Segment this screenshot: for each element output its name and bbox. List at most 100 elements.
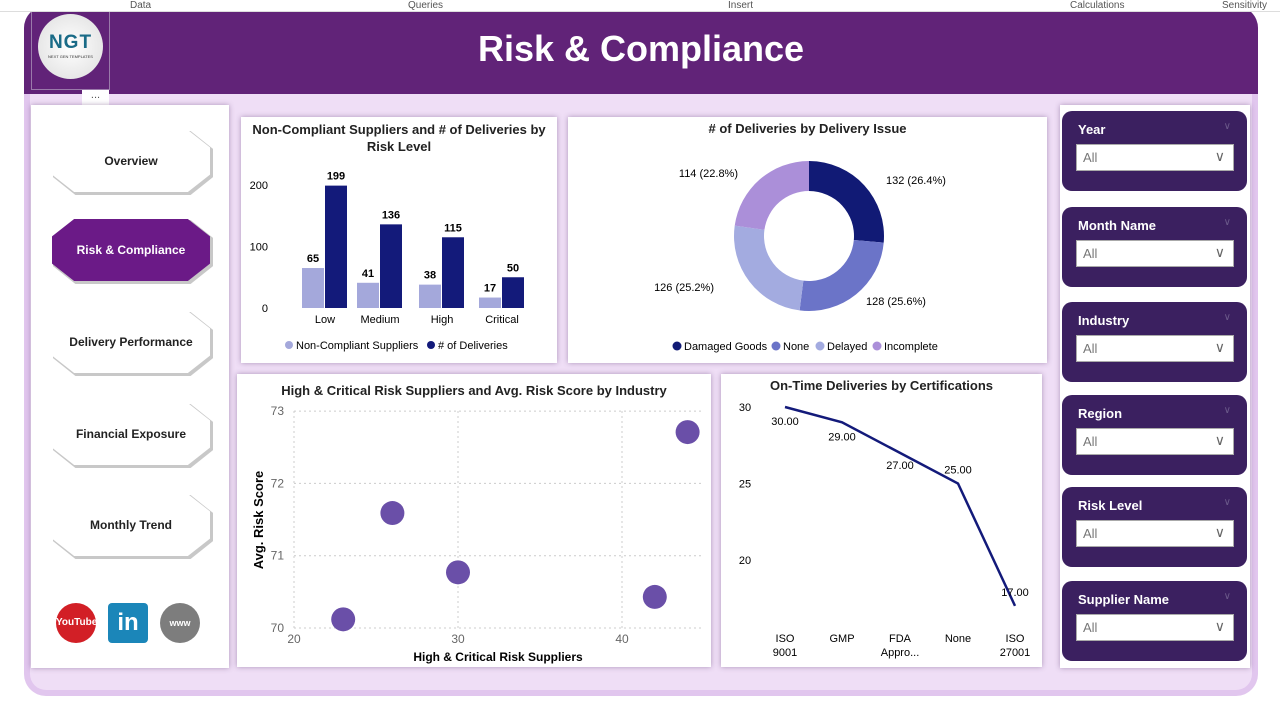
nav-button-overview[interactable]: Overview (52, 130, 210, 192)
slicer-dropdown[interactable]: All ∨ (1076, 428, 1234, 455)
logo-text: NGT (48, 32, 93, 53)
y-tick-label: 25 (739, 479, 751, 491)
legend-label: Non-Compliant Suppliers (296, 340, 419, 352)
dropdown-value: All (1083, 150, 1098, 165)
legend-label: Incomplete (884, 341, 938, 353)
scatter-point (675, 420, 700, 445)
collapse-chevron-icon[interactable]: ∨ (1223, 217, 1231, 228)
slicer-label: Month Name (1078, 218, 1156, 233)
data-label: 41 (362, 268, 374, 280)
scatter-point (446, 560, 470, 585)
x-tick-label: Low (315, 314, 335, 326)
slicer-label: Year (1078, 122, 1106, 137)
legend-marker (285, 341, 293, 349)
chevron-down-icon: ∨ (1214, 524, 1225, 540)
nav-button-monthly-trend[interactable]: Monthly Trend (52, 494, 210, 556)
collapse-chevron-icon[interactable]: ∨ (1223, 497, 1231, 508)
collapse-chevron-icon[interactable]: ∨ (1223, 591, 1231, 602)
collapse-chevron-icon[interactable]: ∨ (1223, 121, 1231, 132)
scatter-point (380, 501, 405, 526)
navigation-panel: Overview Risk & Compliance Delivery Perfor… (31, 105, 229, 668)
x-axis-title: High & Critical Risk Suppliers (413, 650, 583, 664)
bar-deliveries (442, 237, 464, 308)
collapse-chevron-icon[interactable]: ∨ (1223, 405, 1231, 416)
slicer-dropdown[interactable]: All ∨ (1076, 335, 1234, 362)
more-options-button[interactable]: ... (82, 90, 109, 106)
x-tick-label: FDA Appro... (881, 633, 920, 659)
x-tick-label: None (945, 633, 971, 645)
slicer-dropdown[interactable]: All ∨ (1076, 144, 1234, 171)
legend-label: Damaged Goods (684, 341, 768, 353)
nav-button-risk-compliance[interactable]: Risk & Compliance (52, 219, 210, 281)
data-label: 29.00 (828, 431, 856, 443)
ribbon-tab[interactable]: Insert (728, 0, 754, 11)
x-tick-label: ISO 9001 (773, 633, 797, 659)
y-tick-label: 200 (250, 180, 268, 192)
chevron-down-icon: ∨ (1214, 432, 1225, 448)
scatter-point (642, 584, 667, 609)
data-label: 199 (327, 171, 345, 183)
slicer-label: Industry (1078, 313, 1130, 328)
dropdown-value: All (1083, 526, 1098, 541)
data-label: 25.00 (944, 465, 972, 477)
bar-deliveries (380, 224, 402, 308)
slicer-dropdown[interactable]: All ∨ (1076, 520, 1234, 547)
nav-button-delivery-performance[interactable]: Delivery Performance (52, 311, 210, 373)
legend-label: Delayed (827, 341, 867, 353)
chart-title: # of Deliveries by Delivery Issue (708, 121, 907, 136)
data-label: 115 (444, 222, 462, 234)
x-tick-label: High (431, 314, 454, 326)
donut-slice (799, 239, 884, 311)
chart-title: High & Critical Risk Suppliers and Avg. … (281, 383, 667, 398)
youtube-icon[interactable]: YouTube (56, 603, 97, 643)
y-tick-label: 0 (262, 303, 268, 315)
ribbon-tab[interactable]: Sensitivity (1222, 0, 1268, 11)
collapse-chevron-icon[interactable]: ∨ (1223, 312, 1231, 323)
chevron-down-icon: ∨ (1214, 148, 1225, 164)
ribbon-strip: Data Queries Insert Calculations Sensiti… (0, 0, 1280, 12)
slicer-supplier-name: Supplier Name ∨ All ∨ (1062, 581, 1247, 661)
slice-label: 126 (25.2%) (654, 282, 714, 294)
scatter-chart-card: High & Critical Risk Suppliers and Avg. … (237, 374, 711, 667)
slice-label: 114 (22.8%) (679, 168, 738, 180)
data-label: 50 (507, 262, 519, 274)
ribbon-tab[interactable]: Data (130, 0, 152, 11)
dropdown-value: All (1083, 246, 1098, 261)
globe-icon[interactable]: www (160, 603, 200, 643)
legend-marker (672, 341, 682, 351)
data-label: 136 (382, 209, 400, 221)
chevron-down-icon: ∨ (1214, 244, 1225, 260)
chart-title: Non-Compliant Suppliers and # of Deliver… (252, 122, 546, 154)
data-label: 65 (307, 253, 319, 265)
slicer-risk-level: Risk Level ∨ All ∨ (1062, 487, 1247, 567)
bar-deliveries (325, 185, 347, 308)
legend-label: # of Deliveries (438, 340, 508, 352)
filter-panel: Year ∨ All ∨ Month Name ∨ All ∨ Industry ∨ All ∨ Reg… (1060, 105, 1250, 668)
x-tick-label: ISO 27001 (1000, 633, 1031, 659)
y-tick-label: 72 (271, 476, 285, 490)
donut-slice (809, 161, 884, 243)
donut-chart-card: # of Deliveries by Delivery Issue (568, 117, 1047, 363)
linkedin-icon[interactable]: in (108, 603, 148, 643)
dropdown-value: All (1083, 434, 1098, 449)
slicer-dropdown[interactable]: All ∨ (1076, 614, 1234, 641)
bar-non-compliant (357, 282, 379, 308)
series-line (784, 405, 1017, 607)
slicer-industry: Industry ∨ All ∨ (1062, 302, 1247, 382)
nav-button-financial-exposure[interactable]: Financial Exposure (52, 403, 210, 465)
slicer-month-name: Month Name ∨ All ∨ (1062, 207, 1247, 287)
bar-non-compliant (419, 284, 441, 308)
slicer-label: Risk Level (1078, 498, 1143, 513)
bar-non-compliant (302, 268, 324, 308)
x-tick-label: 20 (287, 632, 301, 646)
slicer-dropdown[interactable]: All ∨ (1076, 240, 1234, 267)
ribbon-tab[interactable]: Queries (408, 0, 444, 11)
legend-marker (872, 341, 882, 351)
slice-label: 132 (26.4%) (886, 175, 946, 187)
logo-subtext: NEXT GEN TEMPLATES (48, 54, 93, 59)
x-tick-label: GMP (829, 633, 854, 645)
ribbon-tab[interactable]: Calculations (1070, 0, 1125, 11)
legend-marker (815, 341, 825, 351)
slicer-label: Region (1078, 406, 1123, 421)
